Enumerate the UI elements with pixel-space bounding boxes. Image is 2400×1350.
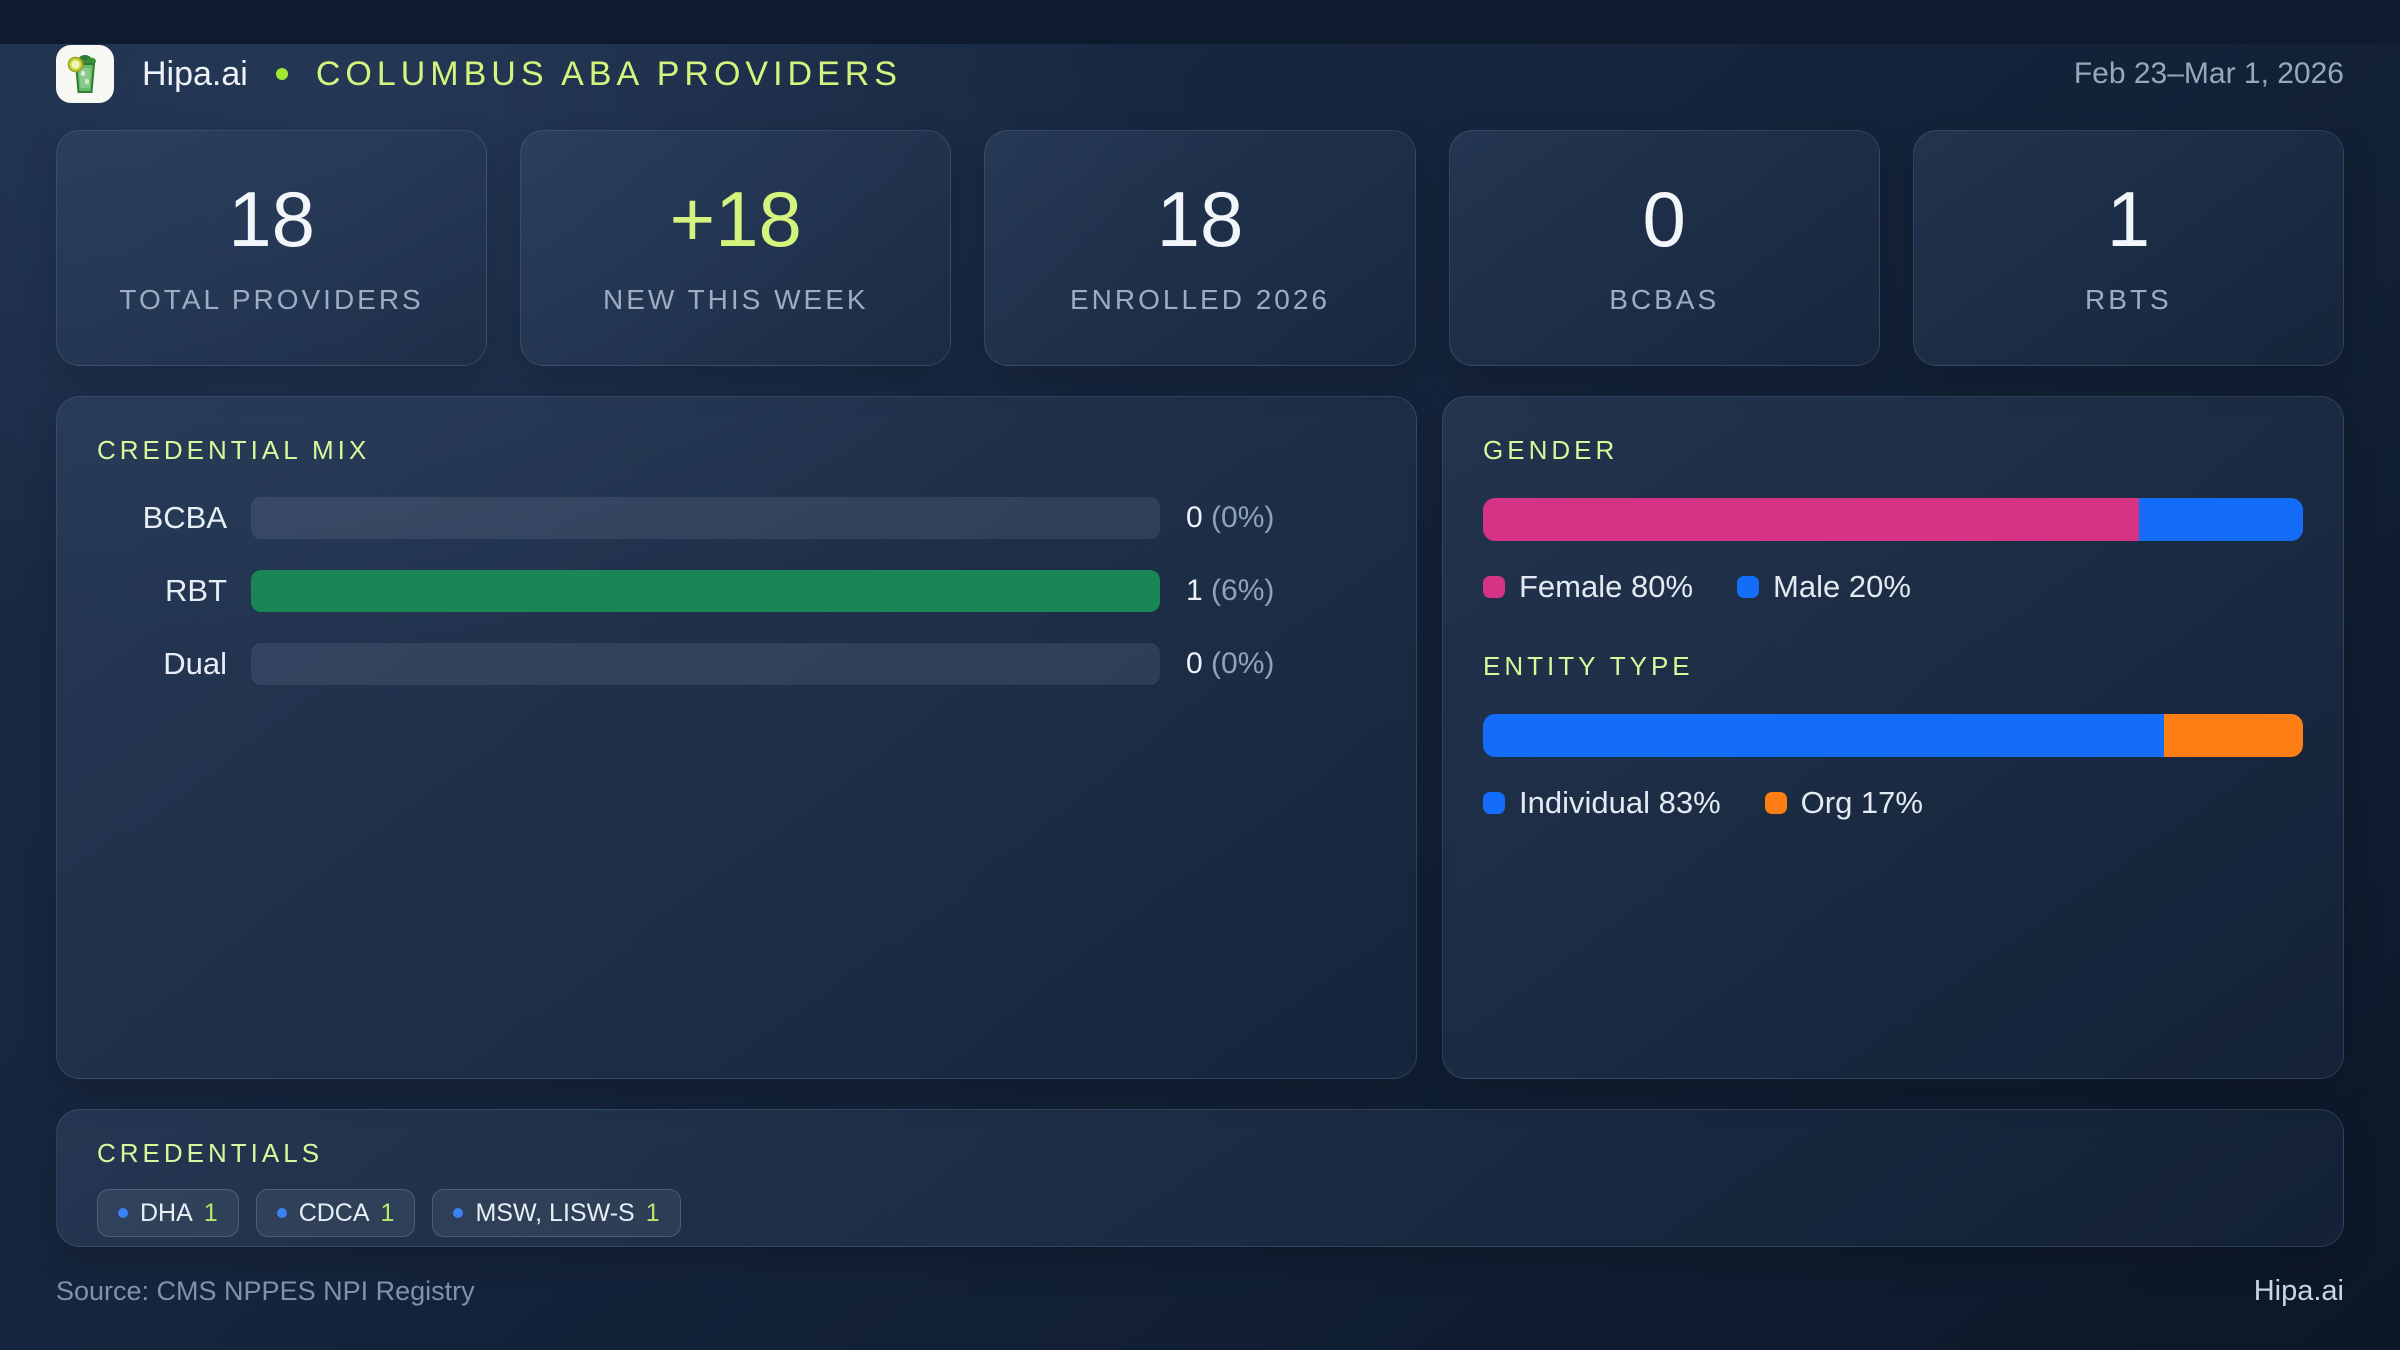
stat-value: 18 [228, 175, 315, 263]
legend-item-org: Org 17% [1764, 785, 1923, 821]
stat-card-bcbas: 0 BCBAS [1448, 130, 1880, 366]
bar-track [251, 643, 1160, 685]
stat-label: ENROLLED 2026 [1069, 284, 1330, 315]
legend-label: Org 17% [1800, 785, 1923, 820]
gender-segment-female [1483, 498, 2139, 541]
legend-swatch-female [1483, 576, 1505, 598]
gender-legend: Female 80% Male 20% [1483, 569, 2303, 605]
footer-brand: Hipa.ai [2253, 1275, 2344, 1307]
gender-segment-male [2139, 498, 2303, 541]
legend-swatch-male [1737, 576, 1760, 598]
dot-separator-icon [275, 68, 288, 80]
stat-label: RBTS [2085, 284, 2172, 315]
bar-value: 1 (6%) [1186, 574, 1376, 608]
date-range: Feb 23–Mar 1, 2026 [2073, 57, 2344, 90]
entity-legend: Individual 83% Org 17% [1483, 785, 2303, 821]
header: Hipa.ai COLUMBUS ABA PROVIDERS Feb 23–Ma… [56, 44, 2344, 104]
stat-value: +18 [669, 175, 802, 263]
stat-cards-row: 18 TOTAL PROVIDERS +18 NEW THIS WEEK 18 … [56, 130, 2344, 366]
legend-swatch-org [1764, 792, 1787, 814]
bar-value: 0 (0%) [1186, 501, 1376, 535]
chip-dot-icon [453, 1208, 464, 1218]
stat-label: BCBAS [1609, 284, 1720, 315]
legend-item-individual: Individual 83% [1483, 785, 1721, 821]
credential-mix-title: CREDENTIAL MIX [97, 435, 371, 465]
credentials-title: CREDENTIALS [97, 1138, 324, 1168]
legend-label: Individual 83% [1519, 785, 1721, 820]
bar-row-bcba: BCBA 0 (0%) [97, 497, 1376, 539]
chip-label: DHA [140, 1198, 193, 1227]
legend-label: Male 20% [1773, 569, 1911, 604]
credential-chip-cdca: CDCA 1 [255, 1189, 416, 1237]
credentials-panel: CREDENTIALS DHA 1 CDCA 1 MSW, LISW-S 1 [56, 1109, 2344, 1247]
page-title: COLUMBUS ABA PROVIDERS [315, 54, 902, 93]
credential-chip-dha: DHA 1 [97, 1189, 239, 1237]
entity-stacked-bar [1483, 714, 2303, 757]
stat-card-total-providers: 18 TOTAL PROVIDERS [56, 130, 488, 366]
bar-percent: (0%) [1211, 501, 1275, 534]
gender-stacked-bar [1483, 498, 2303, 541]
entity-segment-org [2163, 714, 2303, 757]
chip-label: MSW, LISW-S [475, 1198, 635, 1227]
bar-row-rbt: RBT 1 (6%) [97, 570, 1376, 612]
brand-name: Hipa.ai [142, 54, 248, 93]
stat-card-enrolled-2026: 18 ENROLLED 2026 [984, 130, 1416, 366]
stat-card-new-this-week: +18 NEW THIS WEEK [520, 130, 952, 366]
dashboard-page: Hipa.ai COLUMBUS ABA PROVIDERS Feb 23–Ma… [0, 44, 2400, 1350]
credential-chip-msw-lisw-s: MSW, LISW-S 1 [432, 1189, 681, 1237]
bar-count: 0 [1186, 501, 1203, 534]
bar-label: Dual [163, 646, 227, 681]
legend-item-female: Female 80% [1483, 569, 1693, 605]
stat-value: 0 [1642, 175, 1686, 263]
demographics-panel: GENDER Female 80% Male 20% ENTITY TYPE [1442, 396, 2344, 1079]
chip-count: 1 [380, 1198, 395, 1227]
bar-percent: (0%) [1211, 647, 1275, 680]
bar-percent: (6%) [1211, 574, 1275, 607]
mojito-logo-icon [56, 45, 114, 103]
gender-title: GENDER [1483, 435, 1619, 465]
credentials-chip-row: DHA 1 CDCA 1 MSW, LISW-S 1 [97, 1189, 2303, 1237]
bar-value: 0 (0%) [1186, 647, 1376, 681]
bar-count: 1 [1186, 574, 1203, 607]
legend-item-male: Male 20% [1737, 569, 1911, 605]
bar-fill [251, 570, 1160, 612]
chip-dot-icon [118, 1208, 128, 1218]
middle-row: CREDENTIAL MIX BCBA 0 (0%) RBT 1 (6%) Du… [56, 396, 2344, 1079]
bar-track [251, 570, 1160, 612]
chip-count: 1 [203, 1198, 218, 1227]
stat-value: 1 [2106, 175, 2151, 263]
credential-mix-panel: CREDENTIAL MIX BCBA 0 (0%) RBT 1 (6%) Du… [56, 396, 1417, 1079]
bar-label: RBT [165, 573, 227, 608]
bar-count: 0 [1186, 647, 1203, 680]
bar-track [251, 497, 1160, 539]
stat-label: TOTAL PROVIDERS [119, 284, 424, 315]
bar-label: BCBA [142, 500, 227, 535]
chip-count: 1 [645, 1198, 660, 1227]
footer: Source: CMS NPPES NPI Registry Hipa.ai [56, 1275, 2344, 1308]
bar-row-dual: Dual 0 (0%) [97, 643, 1376, 685]
legend-swatch-individual [1483, 792, 1505, 814]
entity-type-title: ENTITY TYPE [1483, 651, 1694, 681]
stat-value: 18 [1156, 175, 1244, 263]
chip-dot-icon [276, 1208, 287, 1218]
chip-label: CDCA [298, 1198, 370, 1227]
stat-card-rbts: 1 RBTS [1912, 130, 2344, 366]
stat-label: NEW THIS WEEK [602, 284, 869, 315]
entity-segment-individual [1483, 714, 2164, 757]
legend-label: Female 80% [1519, 569, 1694, 604]
mojito-glass-graphic [67, 55, 96, 93]
data-source-text: Source: CMS NPPES NPI Registry [56, 1276, 475, 1306]
